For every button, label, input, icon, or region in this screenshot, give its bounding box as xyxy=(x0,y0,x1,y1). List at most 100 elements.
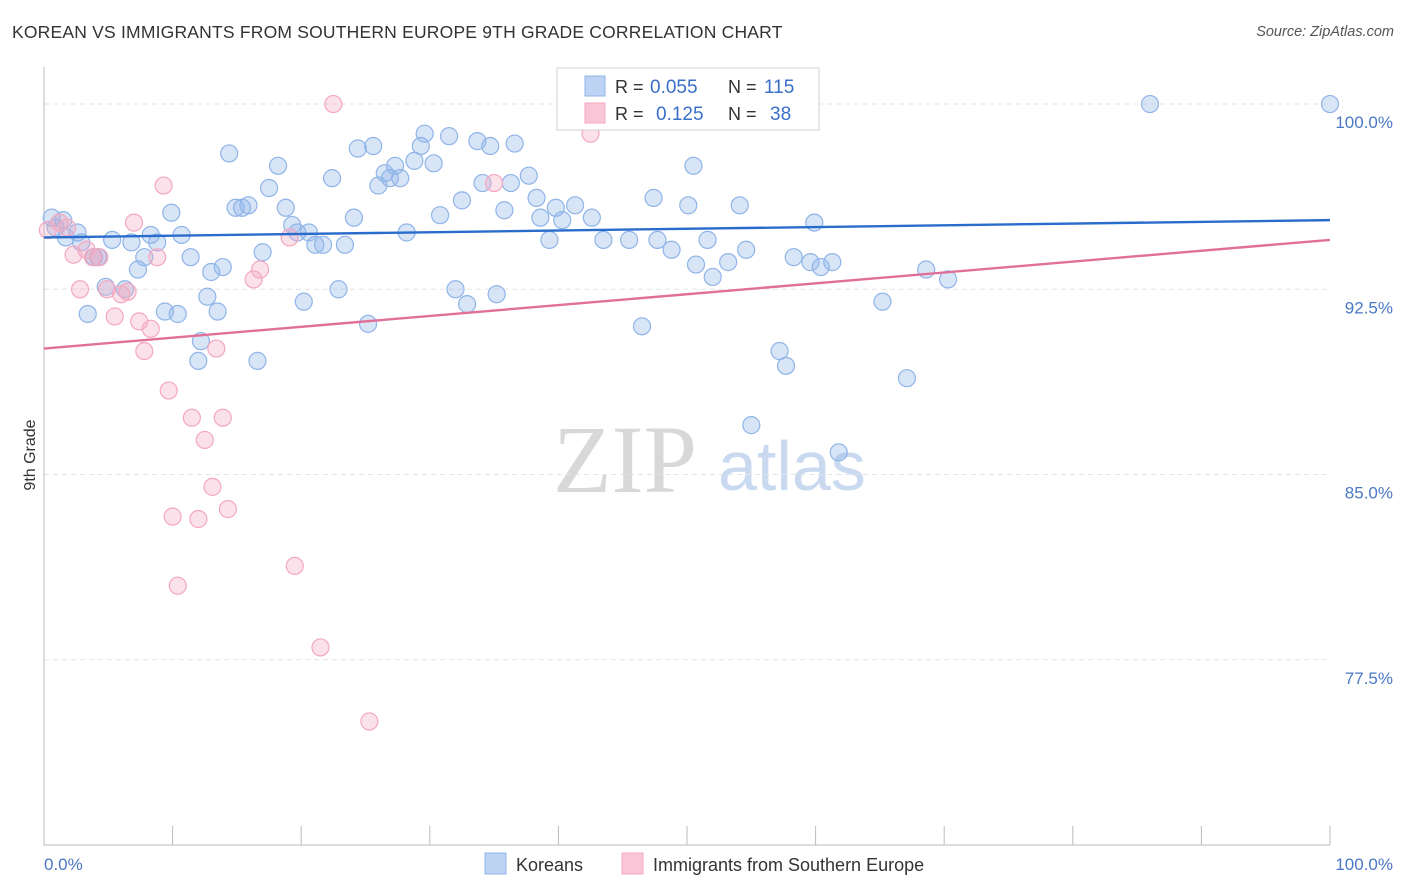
point-1-22 xyxy=(189,509,208,529)
point-0-68 xyxy=(487,285,506,304)
point-0-22 xyxy=(189,351,208,371)
x-tick-label-min: 0.0% xyxy=(44,855,83,874)
point-0-18 xyxy=(162,203,181,222)
x-tick-label-max: 100.0% xyxy=(1335,855,1393,874)
point-0-73 xyxy=(527,188,546,208)
source-credit: Source: ZipAtlas.com xyxy=(1256,24,1394,40)
point-0-54 xyxy=(391,169,410,188)
point-0-91 xyxy=(703,267,722,287)
point-0-19 xyxy=(168,304,187,324)
point-0-80 xyxy=(582,208,601,227)
point-1-27 xyxy=(218,500,237,519)
point-0-26 xyxy=(208,302,227,321)
point-0-101 xyxy=(811,257,830,277)
y-tick-label-2: 92.5% xyxy=(1345,298,1393,317)
legend-n-value-southern-europe: 38 xyxy=(770,104,791,125)
point-0-71 xyxy=(505,134,524,153)
bottom-legend-swatch-southern-europe xyxy=(621,852,644,875)
point-0-99 xyxy=(801,253,820,272)
legend-r-label-2: R = xyxy=(615,104,644,124)
point-1-30 xyxy=(280,228,299,247)
point-0-104 xyxy=(873,292,892,311)
point-0-59 xyxy=(424,154,443,173)
point-1-17 xyxy=(154,176,173,195)
bottom-legend-label-southern-europe: Immigrants from Southern Europe xyxy=(653,855,924,875)
point-1-23 xyxy=(195,430,214,450)
legend-swatch-southern-europe xyxy=(584,102,606,124)
point-0-103 xyxy=(829,443,848,462)
point-0-14 xyxy=(135,248,154,267)
point-1-9 xyxy=(105,307,124,326)
point-0-44 xyxy=(329,280,348,299)
point-0-31 xyxy=(239,196,258,215)
grid-lines xyxy=(44,103,1330,661)
point-0-41 xyxy=(306,235,325,254)
point-0-58 xyxy=(415,124,434,143)
point-0-77 xyxy=(553,211,572,230)
point-0-70 xyxy=(501,173,520,193)
point-0-69 xyxy=(495,201,514,220)
y-tick-label-0: 77.5% xyxy=(1345,669,1393,688)
point-0-43 xyxy=(322,169,342,188)
point-0-85 xyxy=(648,230,667,249)
y-axis-title: 9th Grade xyxy=(22,419,39,490)
point-1-31 xyxy=(285,556,304,576)
point-0-6 xyxy=(78,304,97,324)
point-0-100 xyxy=(805,213,824,232)
point-0-109 xyxy=(1320,94,1340,114)
point-1-7 xyxy=(90,248,109,267)
point-0-75 xyxy=(540,230,559,249)
point-1-26 xyxy=(213,408,232,427)
point-1-6 xyxy=(83,248,102,267)
point-0-36 xyxy=(276,198,295,217)
bottom-legend-swatch-koreans xyxy=(484,852,507,875)
point-1-25 xyxy=(207,339,226,358)
point-0-107 xyxy=(938,270,958,289)
watermark-atlas: atlas xyxy=(718,427,866,505)
point-0-83 xyxy=(632,317,652,336)
y-tick-label-3: 100.0% xyxy=(1335,113,1393,132)
x-ticks xyxy=(43,826,1331,845)
point-0-60 xyxy=(430,206,450,225)
y-tick-labels: 77.5% 85.0% 92.5% 100.0% xyxy=(1335,113,1393,688)
point-1-12 xyxy=(124,213,144,232)
point-1-32 xyxy=(311,638,330,657)
point-1-15 xyxy=(141,319,160,338)
point-0-74 xyxy=(531,208,550,227)
point-0-97 xyxy=(776,356,796,375)
point-0-79 xyxy=(566,196,585,215)
legend-r-value-koreans: 0.055 xyxy=(650,77,698,98)
point-1-28 xyxy=(244,270,263,289)
point-0-95 xyxy=(742,416,761,435)
point-0-47 xyxy=(348,139,367,158)
point-0-61 xyxy=(439,127,459,146)
point-0-62 xyxy=(446,280,465,299)
point-1-8 xyxy=(97,280,117,299)
point-1-11 xyxy=(118,282,137,301)
point-0-82 xyxy=(620,230,639,249)
series-1-points xyxy=(38,94,632,731)
point-0-49 xyxy=(364,136,383,156)
bottom-legend-label-koreans: Koreans xyxy=(516,855,583,875)
point-0-32 xyxy=(248,351,267,371)
point-0-84 xyxy=(644,188,663,208)
trend-line-1 xyxy=(43,238,1331,350)
point-0-33 xyxy=(253,243,272,262)
point-0-27 xyxy=(213,257,232,277)
point-1-18 xyxy=(159,381,178,400)
watermark-zip: ZIP xyxy=(553,406,697,513)
point-0-16 xyxy=(148,233,167,252)
point-0-42 xyxy=(313,235,333,254)
point-0-12 xyxy=(122,233,141,252)
legend-n-label-1: N = xyxy=(728,77,757,97)
point-0-72 xyxy=(519,166,538,185)
point-1-16 xyxy=(148,248,167,267)
series-legend: Koreans Immigrants from Southern Europe xyxy=(484,852,924,875)
point-1-19 xyxy=(163,507,182,526)
point-0-21 xyxy=(181,248,200,267)
point-1-4 xyxy=(70,280,90,299)
point-0-88 xyxy=(684,156,703,175)
point-0-94 xyxy=(737,240,756,259)
point-0-25 xyxy=(202,262,221,282)
